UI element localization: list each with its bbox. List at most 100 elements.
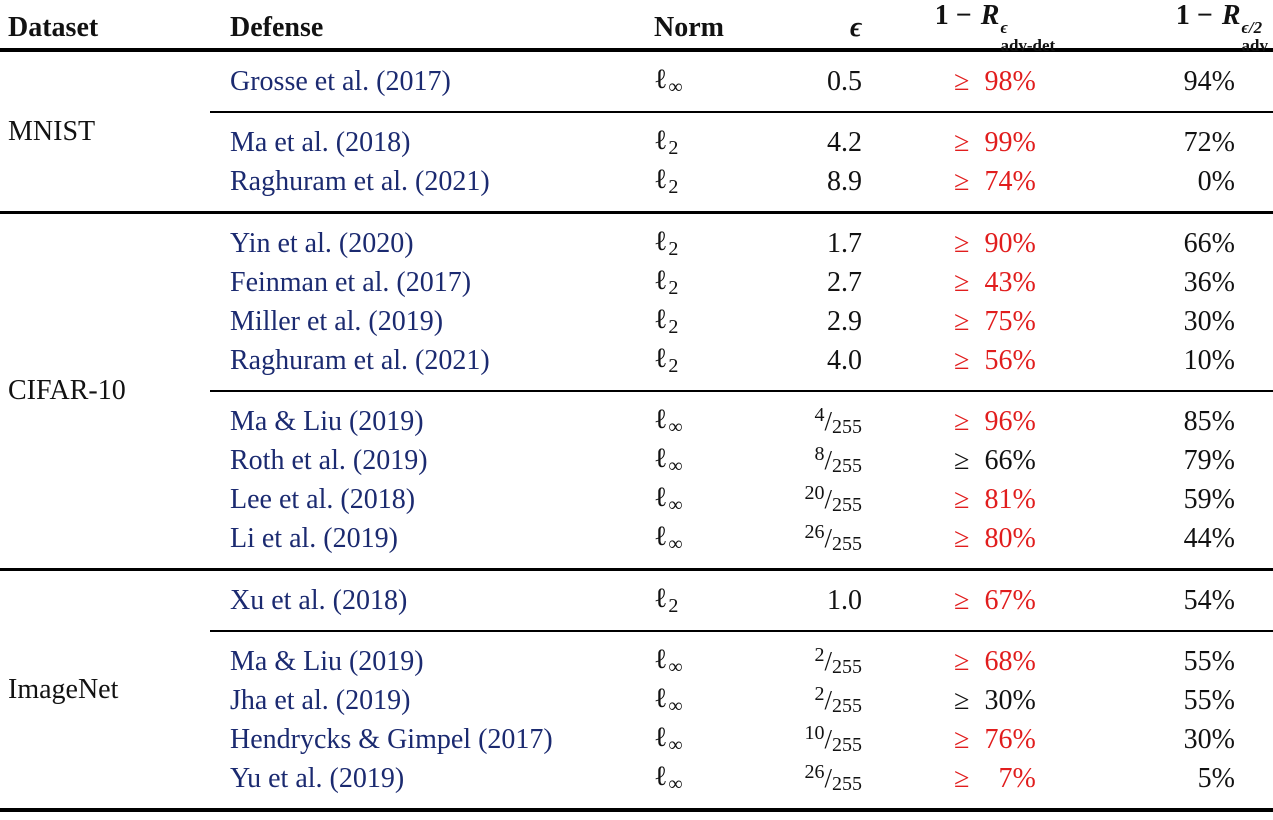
fraction-denominator: 255: [832, 773, 862, 795]
norm-cell: ℓ∞: [650, 404, 780, 439]
norm-cell: ℓ∞: [650, 761, 780, 796]
geq-symbol: ≥: [954, 165, 970, 197]
geq-symbol: ≥: [954, 126, 970, 158]
fraction-slash: /: [824, 724, 832, 754]
citation-link[interactable]: Yin et al. (2020): [230, 227, 414, 259]
geq-symbol: ≥: [954, 522, 970, 554]
group-divider: [210, 111, 1273, 113]
bound-value: ≥74%: [954, 166, 1036, 197]
adv-det-bound-cell: ≥98%: [870, 66, 1120, 98]
adv-bound-cell: 85%: [1183, 405, 1235, 437]
epsilon-cell: 20/255: [780, 482, 870, 517]
epsilon-cell: 2.9: [827, 305, 862, 337]
table-row: Ma & Liu (2019) ℓ∞ 2/255 ≥68% 55%: [0, 642, 1273, 681]
fraction-slash: /: [824, 763, 832, 793]
norm-subscript: 2: [668, 316, 679, 338]
citation-link[interactable]: Yu et al. (2019): [230, 762, 405, 794]
table-row: Jha et al. (2019) ℓ∞ 2/255 ≥30% 55%: [0, 681, 1273, 720]
citation-link[interactable]: Jha et al. (2019): [230, 684, 411, 716]
citation-link[interactable]: Lee et al. (2018): [230, 483, 416, 515]
percent-sign: %: [1012, 645, 1036, 677]
norm-cell: ℓ∞: [650, 64, 780, 99]
header-rule: [0, 48, 1273, 52]
norm-cell: ℓ2: [650, 343, 780, 378]
fraction-numerator: 26: [804, 761, 825, 783]
percent-sign: %: [1012, 165, 1036, 197]
adv-bound-cell: 10%: [1183, 344, 1235, 376]
fraction-numerator: 20: [804, 482, 825, 504]
section-divider: [0, 568, 1273, 571]
bound-value: ≥68%: [954, 646, 1036, 677]
table-row: Miller et al. (2019) ℓ2 2.9 ≥75% 30%: [0, 302, 1273, 341]
geq-symbol: ≥: [954, 227, 970, 259]
geq-symbol: ≥: [954, 65, 970, 97]
row-group: Ma & Liu (2019) ℓ∞ 4/255 ≥96% 85% Roth et al.…: [0, 392, 1273, 568]
citation-link[interactable]: Xu et al. (2018): [230, 584, 408, 616]
bound-value: ≥67%: [954, 585, 1036, 616]
adv-bound-cell: 5%: [1197, 762, 1235, 794]
fraction-numerator: 2: [814, 683, 825, 705]
fraction-denominator: 255: [832, 656, 862, 678]
bound-number: 66: [984, 444, 1013, 476]
dataset-label: CIFAR-10: [8, 375, 126, 406]
citation-link[interactable]: Raghuram et al. (2021): [230, 165, 490, 197]
bound-number: 98: [984, 65, 1013, 97]
norm-cell: ℓ2: [650, 226, 780, 261]
adv-bound-cell: 36%: [1183, 266, 1235, 298]
defense-cell: Feinman et al. (2017): [230, 267, 650, 299]
citation-link[interactable]: Ma et al. (2018): [230, 126, 411, 158]
citation-link[interactable]: Miller et al. (2019): [230, 305, 444, 337]
adv-det-bound-cell: ≥68%: [870, 646, 1120, 678]
norm-cell: ℓ∞: [650, 443, 780, 478]
norm-symbol: ℓ: [654, 722, 668, 753]
table-body: MNIST Grosse et al. (2017) ℓ∞ 0.5 ≥98% 94% Ma …: [0, 52, 1273, 808]
dataset-label: MNIST: [8, 115, 96, 147]
epsilon-cell: 8.9: [827, 165, 862, 197]
citation-link[interactable]: Ma & Liu (2019): [230, 405, 424, 437]
adv-det-bound-cell: ≥75%: [870, 306, 1120, 338]
bound-value: ≥56%: [954, 345, 1036, 376]
adv-bound-cell: 79%: [1183, 444, 1235, 476]
citation-link[interactable]: Feinman et al. (2017): [230, 266, 472, 298]
fraction-slash: /: [824, 523, 832, 553]
percent-sign: %: [1012, 684, 1036, 716]
norm-symbol: ℓ: [654, 683, 668, 714]
percent-sign: %: [1012, 65, 1036, 97]
row-group: Grosse et al. (2017) ℓ∞ 0.5 ≥98% 94%: [0, 52, 1273, 111]
percent-sign: %: [1012, 762, 1036, 794]
citation-link[interactable]: Li et al. (2019): [230, 522, 398, 554]
bound-value: ≥80%: [954, 523, 1036, 554]
defense-cell: Ma et al. (2018): [230, 127, 650, 159]
adv-det-bound-cell: ≥81%: [870, 484, 1120, 516]
norm-symbol: ℓ: [654, 164, 668, 195]
defense-cell: Grosse et al. (2017): [230, 66, 650, 98]
citation-link[interactable]: Grosse et al. (2017): [230, 65, 451, 97]
norm-symbol: ℓ: [654, 644, 668, 675]
norm-symbol: ℓ: [654, 443, 668, 474]
epsilon-cell: 2.7: [827, 266, 862, 298]
fraction-slash: /: [824, 646, 832, 676]
bound-number: 43: [984, 266, 1013, 298]
epsilon-cell: 26/255: [780, 521, 870, 556]
citation-link[interactable]: Hendrycks & Gimpel (2017): [230, 723, 553, 755]
geq-symbol: ≥: [954, 344, 970, 376]
citation-link[interactable]: Roth et al. (2019): [230, 444, 428, 476]
fraction-denominator: 255: [832, 455, 862, 477]
bound-value: ≥30%: [954, 685, 1036, 716]
bound-value: ≥43%: [954, 267, 1036, 298]
bound-value: ≥81%: [954, 484, 1036, 515]
table-row: Li et al. (2019) ℓ∞ 26/255 ≥80% 44%: [0, 519, 1273, 558]
norm-subscript: ∞: [668, 734, 683, 756]
citation-link[interactable]: Raghuram et al. (2021): [230, 344, 490, 376]
geq-symbol: ≥: [954, 584, 970, 616]
citation-link[interactable]: Ma & Liu (2019): [230, 645, 424, 677]
fraction-denominator: 255: [832, 416, 862, 438]
norm-cell: ℓ∞: [650, 683, 780, 718]
norm-symbol: ℓ: [654, 482, 668, 513]
row-group: Ma et al. (2018) ℓ2 4.2 ≥99% 72% Raghuram et …: [0, 113, 1273, 211]
norm-cell: ℓ∞: [650, 644, 780, 679]
adv-det-bound-cell: ≥30%: [870, 685, 1120, 717]
adv-det-bound-cell: ≥67%: [870, 585, 1120, 617]
geq-symbol: ≥: [954, 483, 970, 515]
bound-value: ≥96%: [954, 406, 1036, 437]
